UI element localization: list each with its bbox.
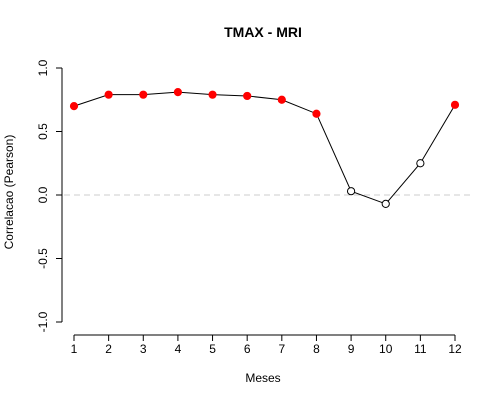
- x-axis-label: Meses: [245, 371, 280, 385]
- data-point-significant: [173, 88, 183, 97]
- data-point-significant: [139, 90, 148, 99]
- x-tick-label: 11: [414, 342, 427, 356]
- series: [69, 88, 460, 208]
- x-tick-label: 2: [105, 342, 112, 356]
- x-tick-label: 3: [140, 342, 147, 356]
- y-tick-label: 0.5: [36, 123, 50, 140]
- x-tick-label: 10: [379, 342, 393, 356]
- y-axis-label: Correlacao (Pearson): [2, 135, 16, 250]
- data-point-nonsignificant: [416, 159, 425, 168]
- x-tick-label: 8: [313, 342, 320, 356]
- x-tick-label: 7: [278, 342, 285, 356]
- x-tick-label: 5: [209, 342, 216, 356]
- series-line: [73, 91, 456, 205]
- y-axis: -1.0 -0.5 0.0 0.5 1.0: [36, 59, 63, 332]
- data-point-significant: [312, 109, 321, 118]
- y-tick-label: -0.5: [36, 248, 50, 269]
- y-tick-label: -1.0: [36, 311, 50, 332]
- data-point-significant: [104, 90, 113, 99]
- chart-title: TMAX - MRI: [224, 24, 302, 40]
- x-tick-label: 9: [348, 342, 355, 356]
- data-point-significant: [277, 95, 286, 104]
- y-tick-label: 1.0: [36, 59, 50, 76]
- x-axis: 1 2 3 4 5 6 7 8 9 10 11 12: [71, 334, 462, 356]
- y-tick-label: 0.0: [36, 186, 50, 203]
- x-tick-label: 6: [244, 342, 251, 356]
- data-point-significant: [450, 100, 460, 109]
- data-point-nonsignificant: [381, 199, 390, 208]
- x-tick-label: 12: [448, 342, 462, 356]
- data-point-nonsignificant: [346, 187, 356, 196]
- data-point-significant: [69, 102, 79, 111]
- x-tick-label: 4: [175, 342, 182, 356]
- x-tick-label: 1: [71, 342, 78, 356]
- data-point-significant: [208, 90, 217, 99]
- data-point-significant: [243, 91, 252, 101]
